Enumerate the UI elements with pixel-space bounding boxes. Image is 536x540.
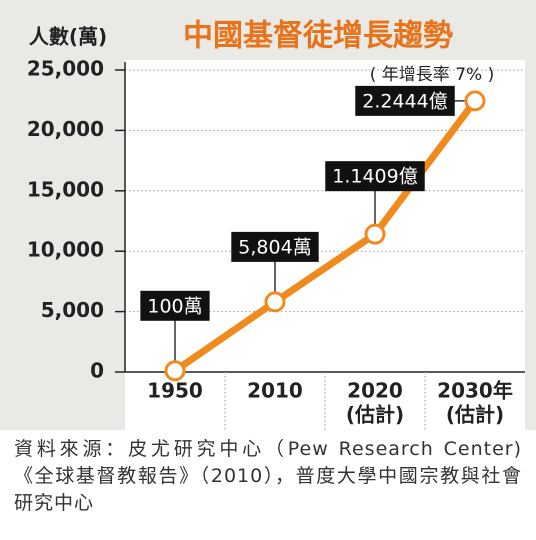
value-label: 1.1409億 [332,166,417,188]
value-label-box [231,231,319,262]
y-axis-label: 人數(萬) [29,25,107,49]
y-tick-label: 5,000 [41,298,104,322]
value-label-group: 100萬 [140,290,210,321]
y-tick-label: 20,000 [27,117,104,141]
value-label: 100萬 [147,295,202,317]
value-label: 5,804萬 [238,236,311,258]
point [164,360,186,382]
subtitle: ( 年增長率 7% ) [370,65,494,85]
value-label-box [355,85,455,116]
x-tick-label: 1950 [147,379,203,403]
line [173,98,478,374]
y-tick-label: 0 [90,359,104,383]
value-label-box [325,161,425,192]
point [364,223,386,245]
y-tick-label: 15,000 [27,177,104,201]
y-tick-label: 10,000 [27,238,104,262]
chart-title: 中國基督徒增長趨勢 [183,19,453,54]
value-label-group: 2.2444億 [355,85,455,116]
x-tick-label: (估計) [446,403,504,427]
chart: 人數(萬) 中國基督徒增長趨勢 ( 年增長率 7% ) 0 5,000 10,000… [0,0,536,430]
x-tick-label: 2020 [347,379,403,403]
x-tick-label: 2030年 [437,379,513,403]
value-label-group: 5,804萬 [231,231,319,262]
point [264,291,286,313]
value-label: 2.2444億 [362,90,447,112]
source-note: 資料來源：皮尤研究中心（Pew Research Center)《全球基督教報告… [14,438,522,514]
point [464,90,486,112]
y-tick-label: 25,000 [27,57,104,81]
x-tick-label: (估計) [346,403,404,427]
value-label-box [140,290,210,321]
x-tick-label: 2010 [247,379,303,403]
value-label-group: 1.1409億 [325,161,425,192]
